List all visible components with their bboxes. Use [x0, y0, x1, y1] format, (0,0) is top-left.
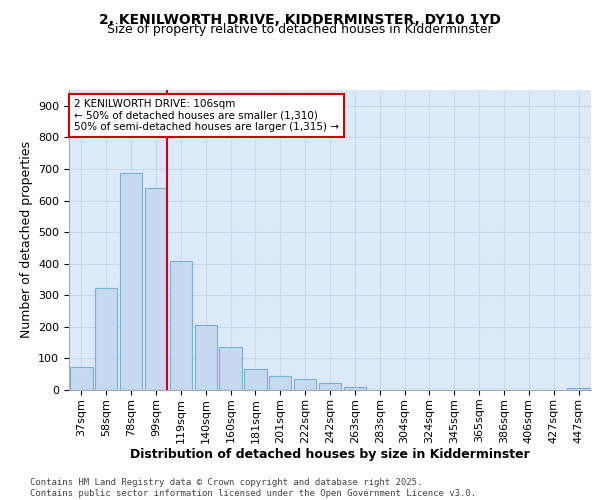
Bar [568, 388, 590, 390]
Y-axis label: Number of detached properties: Number of detached properties [20, 142, 32, 338]
Text: Contains HM Land Registry data © Crown copyright and database right 2025.
Contai: Contains HM Land Registry data © Crown c… [30, 478, 476, 498]
Bar [294, 379, 316, 390]
Text: 2 KENILWORTH DRIVE: 106sqm
← 50% of detached houses are smaller (1,310)
50% of s: 2 KENILWORTH DRIVE: 106sqm ← 50% of deta… [74, 99, 339, 132]
Bar [244, 368, 266, 390]
Bar [120, 172, 142, 390]
Bar [145, 188, 167, 390]
Bar [269, 376, 292, 390]
Bar [170, 260, 192, 390]
Text: Size of property relative to detached houses in Kidderminster: Size of property relative to detached ho… [107, 22, 493, 36]
Bar [194, 324, 217, 390]
X-axis label: Distribution of detached houses by size in Kidderminster: Distribution of detached houses by size … [130, 448, 530, 462]
Bar [344, 387, 366, 390]
Bar [95, 288, 118, 390]
Bar [70, 368, 92, 390]
Bar [220, 346, 242, 390]
Text: 2, KENILWORTH DRIVE, KIDDERMINSTER, DY10 1YD: 2, KENILWORTH DRIVE, KIDDERMINSTER, DY10… [99, 12, 501, 26]
Bar [319, 383, 341, 390]
